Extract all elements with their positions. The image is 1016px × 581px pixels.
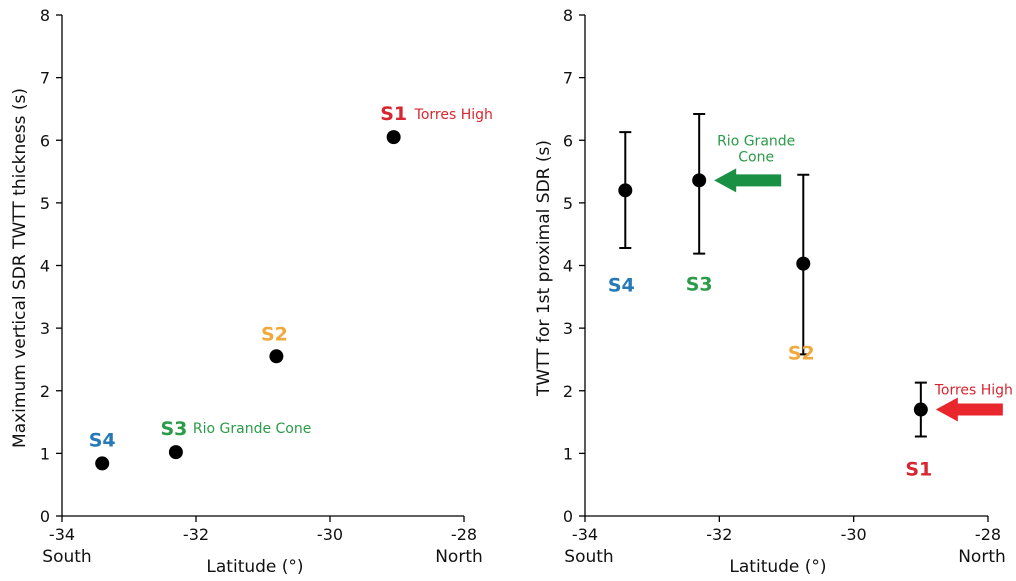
left-site-note-s3: Rio Grande Cone — [193, 421, 311, 437]
right-marks: S4 S3 Rio Grande Cone S2 S1 Torres High — [608, 112, 1013, 481]
chart-right: 0 1 2 3 4 5 6 7 8 -34 -32 -30 -28 S4 S3 Rio Grande Cone… — [534, 6, 1013, 577]
left-point-s1 — [386, 130, 401, 145]
right-y-tick-label: 8 — [563, 6, 573, 25]
left-y-tick-label: 2 — [40, 382, 50, 401]
left-point-s4 — [95, 456, 110, 471]
right-y-tick-label: 5 — [563, 194, 573, 213]
left-y-tick-label: 7 — [40, 69, 50, 88]
left-ticks: 0 1 2 3 4 5 6 7 8 -34 -32 -30 -28 — [40, 6, 477, 544]
right-point-s3 — [692, 173, 707, 188]
right-ticks: 0 1 2 3 4 5 6 7 8 -34 -32 -30 -28 — [563, 6, 1001, 544]
left-x-tick-label: -32 — [183, 525, 209, 544]
right-arrows — [714, 168, 1003, 422]
right-arrow-s3 — [714, 168, 782, 193]
right-y-axis-title: TWTT for 1st proximal SDR (s) — [534, 140, 554, 397]
right-x-tick-label: -28 — [975, 525, 1001, 544]
right-point-s2 — [796, 256, 811, 271]
left-y-tick-label: 4 — [40, 257, 50, 276]
left-y-tick-label: 6 — [40, 131, 50, 150]
right-y-tick-label: 2 — [563, 382, 573, 401]
left-x-tick-label: -34 — [49, 525, 75, 544]
right-y-tick-label: 0 — [563, 507, 573, 526]
right-y-tick-label: 1 — [563, 444, 573, 463]
left-site-label-s2: S2 — [261, 323, 288, 345]
right-y-tick-label: 7 — [563, 69, 573, 88]
right-x-tick-label: -34 — [572, 525, 598, 544]
right-site-note-s3: Rio Grande Cone — [717, 133, 795, 165]
right-south-label: South — [564, 547, 613, 567]
right-north-label: North — [958, 547, 1006, 567]
right-arrow-s1 — [935, 397, 1003, 422]
right-y-tick-label: 3 — [563, 319, 573, 338]
left-point-s3 — [168, 445, 183, 460]
right-y-tick-label: 6 — [563, 131, 573, 150]
left-marks: S4 S3 Rio Grande Cone S2 S1 Torres High — [89, 103, 493, 471]
left-south-label: South — [42, 547, 91, 567]
left-point-s2 — [269, 349, 284, 364]
right-site-label-s4: S4 — [608, 274, 635, 296]
right-point-s1 — [913, 402, 928, 417]
left-y-tick-label: 5 — [40, 194, 50, 213]
right-point-s4 — [618, 183, 633, 198]
left-site-label-s1: S1 — [380, 103, 407, 125]
left-x-tick-label: -30 — [317, 525, 343, 544]
left-x-tick-label: -28 — [451, 525, 477, 544]
right-site-label-s2: S2 — [788, 343, 815, 365]
left-site-label-s3: S3 — [160, 418, 187, 440]
left-x-axis-title: Latitude (°) — [206, 557, 303, 577]
left-y-tick-label: 3 — [40, 319, 50, 338]
right-site-label-s3: S3 — [686, 273, 713, 295]
right-y-tick-label: 4 — [563, 257, 573, 276]
right-x-tick-label: -30 — [841, 525, 867, 544]
left-y-tick-label: 1 — [40, 444, 50, 463]
right-x-tick-label: -32 — [706, 525, 732, 544]
left-y-axis-title: Maximum vertical SDR TWTT thickness (s) — [10, 88, 30, 448]
right-site-note-s1: Torres High — [934, 383, 1013, 399]
right-x-axis-title: Latitude (°) — [729, 557, 826, 577]
left-site-note-s1: Torres High — [414, 107, 493, 123]
right-site-label-s1: S1 — [905, 459, 932, 481]
left-site-label-s4: S4 — [89, 429, 116, 451]
chart-left: 0 1 2 3 4 5 6 7 8 -34 -32 -30 -28 S4 S3 Rio Grande Con… — [10, 6, 493, 577]
left-north-label: North — [435, 547, 483, 567]
left-y-tick-label: 8 — [40, 6, 50, 25]
left-y-tick-label: 0 — [40, 507, 50, 526]
